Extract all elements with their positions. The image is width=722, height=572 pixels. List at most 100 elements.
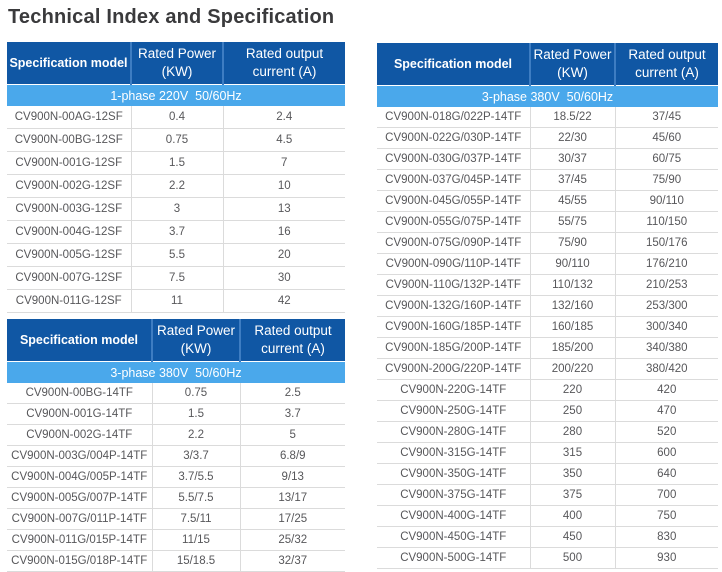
model-cell: CV900N-030G/037P-14TF xyxy=(377,148,530,170)
model-cell: CV900N-160G/185P-14TF xyxy=(377,316,530,338)
table-row: CV900N-280G-14TF 280 520 xyxy=(377,421,718,443)
power-cell: 15/18.5 xyxy=(151,550,240,572)
model-cell: CV900N-004G-12SF xyxy=(7,220,131,244)
model-cell: CV900N-007G/011P-14TF xyxy=(7,508,152,530)
power-cell: 7.5/11 xyxy=(151,508,240,530)
column-header-model: Specification model xyxy=(377,43,530,86)
model-cell: CV900N-132G/160P-14TF xyxy=(377,295,530,317)
current-cell: 4.5 xyxy=(222,128,345,152)
model-cell: CV900N-007G-12SF xyxy=(7,266,131,290)
power-cell: 3.7/5.5 xyxy=(151,466,240,488)
model-cell: CV900N-00AG-12SF xyxy=(7,106,131,129)
table-row: CV900N-001G-14TF 1.5 3.7 xyxy=(7,403,345,425)
table-row: CV900N-110G/132P-14TF 110/132 210/253 xyxy=(377,274,718,296)
table-row: CV900N-350G-14TF 350 640 xyxy=(377,463,718,485)
model-cell: CV900N-005G-12SF xyxy=(7,243,131,267)
current-cell: 7 xyxy=(222,151,345,175)
column-header-current: Rated output current (A) xyxy=(614,43,718,86)
table-row: CV900N-315G-14TF 315 600 xyxy=(377,442,718,464)
current-cell: 750 xyxy=(614,505,718,527)
model-cell: CV900N-022G/030P-14TF xyxy=(377,127,530,149)
current-cell: 640 xyxy=(614,463,718,485)
model-cell: CV900N-450G-14TF xyxy=(377,526,530,548)
model-cell: CV900N-005G/007P-14TF xyxy=(7,487,152,509)
table-row: CV900N-004G-12SF 3.7 16 xyxy=(7,220,345,244)
model-cell: CV900N-018G/022P-14TF xyxy=(377,107,530,128)
power-cell: 132/160 xyxy=(529,295,615,317)
column-header-current: Rated output current (A) xyxy=(239,319,345,362)
power-cell: 30/37 xyxy=(529,148,615,170)
table-row: CV900N-045G/055P-14TF 45/55 90/110 xyxy=(377,190,718,212)
power-cell: 280 xyxy=(529,421,615,443)
model-cell: CV900N-011G/015P-14TF xyxy=(7,529,152,551)
current-cell: 75/90 xyxy=(614,169,718,191)
model-cell: CV900N-350G-14TF xyxy=(377,463,530,485)
table-row: CV900N-090G/110P-14TF 90/110 176/210 xyxy=(377,253,718,275)
power-cell: 7.5 xyxy=(130,266,223,290)
power-cell: 90/110 xyxy=(529,253,615,275)
power-cell: 55/75 xyxy=(529,211,615,233)
model-cell: CV900N-200G/220P-14TF xyxy=(377,358,530,380)
current-cell: 2.5 xyxy=(239,383,345,404)
current-cell: 930 xyxy=(614,547,718,569)
table-row: CV900N-00BG-14TF 0.75 2.5 xyxy=(7,383,345,404)
current-cell: 600 xyxy=(614,442,718,464)
table-row: CV900N-037G/045P-14TF 37/45 75/90 xyxy=(377,169,718,191)
power-cell: 45/55 xyxy=(529,190,615,212)
table-row: CV900N-011G-12SF 11 42 xyxy=(7,289,345,313)
current-cell: 340/380 xyxy=(614,337,718,359)
power-cell: 250 xyxy=(529,400,615,422)
current-cell: 37/45 xyxy=(614,107,718,128)
power-cell: 2.2 xyxy=(130,174,223,198)
column-header-power: Rated Power (KW) xyxy=(151,319,240,362)
model-cell: CV900N-055G/075P-14TF xyxy=(377,211,530,233)
current-cell: 380/420 xyxy=(614,358,718,380)
table-row: CV900N-450G-14TF 450 830 xyxy=(377,526,718,548)
power-cell: 37/45 xyxy=(529,169,615,191)
table-row: CV900N-003G/004P-14TF 3/3.7 6.8/9 xyxy=(7,445,345,467)
current-cell: 25/32 xyxy=(239,529,345,551)
model-cell: CV900N-110G/132P-14TF xyxy=(377,274,530,296)
table-row: CV900N-005G/007P-14TF 5.5/7.5 13/17 xyxy=(7,487,345,509)
model-cell: CV900N-280G-14TF xyxy=(377,421,530,443)
table-row: CV900N-375G-14TF 375 700 xyxy=(377,484,718,506)
current-cell: 20 xyxy=(222,243,345,267)
power-cell: 110/132 xyxy=(529,274,615,296)
power-cell: 375 xyxy=(529,484,615,506)
model-cell: CV900N-315G-14TF xyxy=(377,442,530,464)
current-cell: 17/25 xyxy=(239,508,345,530)
table-row: CV900N-018G/022P-14TF 18.5/22 37/45 xyxy=(377,107,718,128)
column-header-model: Specification model xyxy=(7,319,152,362)
table-row: CV900N-00AG-12SF 0.4 2.4 xyxy=(7,106,345,129)
table-row: CV900N-200G/220P-14TF 200/220 380/420 xyxy=(377,358,718,380)
power-cell: 500 xyxy=(529,547,615,569)
current-cell: 2.4 xyxy=(222,106,345,129)
model-cell: CV900N-400G-14TF xyxy=(377,505,530,527)
table-row: CV900N-004G/005P-14TF 3.7/5.5 9/13 xyxy=(7,466,345,488)
current-cell: 210/253 xyxy=(614,274,718,296)
column-header-power: Rated Power (KW) xyxy=(130,42,223,85)
phase-subheader: 3-phase 380V 50/60Hz xyxy=(377,85,718,107)
power-cell: 185/200 xyxy=(529,337,615,359)
table-row: CV900N-002G-14TF 2.2 5 xyxy=(7,424,345,446)
table-row: CV900N-011G/015P-14TF 11/15 25/32 xyxy=(7,529,345,551)
current-cell: 5 xyxy=(239,424,345,446)
spec-table-3phase-380v-left: Specification model Rated Power (KW) Rated… xyxy=(7,319,345,572)
power-cell: 5.5/7.5 xyxy=(151,487,240,509)
power-cell: 3/3.7 xyxy=(151,445,240,467)
model-cell: CV900N-015G/018P-14TF xyxy=(7,550,152,572)
current-cell: 300/340 xyxy=(614,316,718,338)
current-cell: 9/13 xyxy=(239,466,345,488)
model-cell: CV900N-075G/090P-14TF xyxy=(377,232,530,254)
current-cell: 700 xyxy=(614,484,718,506)
current-cell: 420 xyxy=(614,379,718,401)
current-cell: 13 xyxy=(222,197,345,221)
power-cell: 3.7 xyxy=(130,220,223,244)
phase-subheader: 3-phase 380V 50/60Hz xyxy=(7,361,345,383)
table-row: CV900N-001G-12SF 1.5 7 xyxy=(7,151,345,175)
model-cell: CV900N-220G-14TF xyxy=(377,379,530,401)
power-cell: 0.75 xyxy=(130,128,223,152)
header-row: Specification model Rated Power (KW) Rated… xyxy=(7,319,345,362)
model-cell: CV900N-500G-14TF xyxy=(377,547,530,569)
table-row: CV900N-002G-12SF 2.2 10 xyxy=(7,174,345,198)
